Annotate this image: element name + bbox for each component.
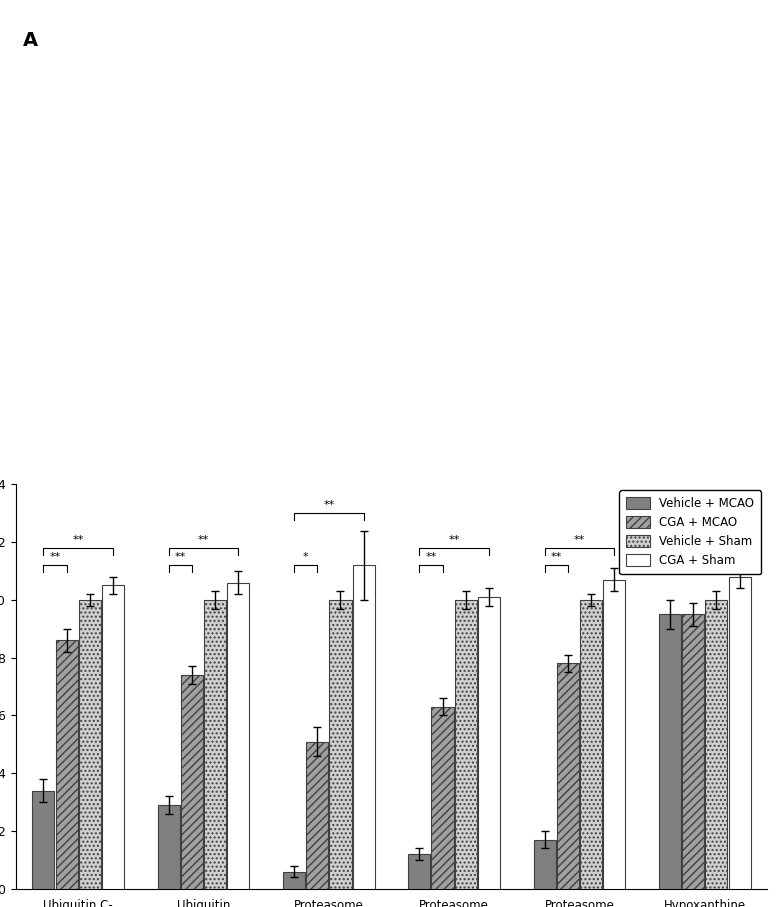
- Bar: [56, 640, 78, 889]
- Text: **: **: [425, 552, 436, 562]
- Bar: [728, 577, 751, 889]
- Bar: [352, 565, 375, 889]
- Bar: [455, 600, 477, 889]
- Text: **: **: [449, 535, 460, 545]
- Bar: [431, 707, 453, 889]
- Bar: [204, 600, 226, 889]
- Text: **: **: [49, 552, 60, 562]
- Text: **: **: [73, 535, 84, 545]
- Bar: [181, 675, 203, 889]
- Bar: [79, 600, 101, 889]
- Bar: [32, 791, 55, 889]
- Bar: [283, 872, 305, 889]
- Bar: [330, 600, 352, 889]
- Text: **: **: [574, 535, 585, 545]
- Text: A: A: [23, 32, 38, 51]
- Legend: Vehicle + MCAO, CGA + MCAO, Vehicle + Sham, CGA + Sham: Vehicle + MCAO, CGA + MCAO, Vehicle + Sh…: [619, 491, 761, 574]
- Bar: [705, 600, 727, 889]
- Bar: [533, 840, 556, 889]
- Bar: [580, 600, 602, 889]
- Text: **: **: [323, 501, 334, 511]
- Text: **: **: [198, 535, 209, 545]
- Bar: [659, 614, 681, 889]
- Text: *: *: [303, 552, 309, 562]
- Bar: [227, 582, 250, 889]
- Bar: [408, 854, 431, 889]
- Bar: [157, 805, 180, 889]
- Bar: [603, 580, 626, 889]
- Bar: [682, 614, 704, 889]
- Bar: [478, 597, 500, 889]
- Text: **: **: [550, 552, 561, 562]
- Bar: [102, 586, 124, 889]
- Text: **: **: [175, 552, 186, 562]
- Bar: [306, 742, 328, 889]
- Bar: [557, 664, 579, 889]
